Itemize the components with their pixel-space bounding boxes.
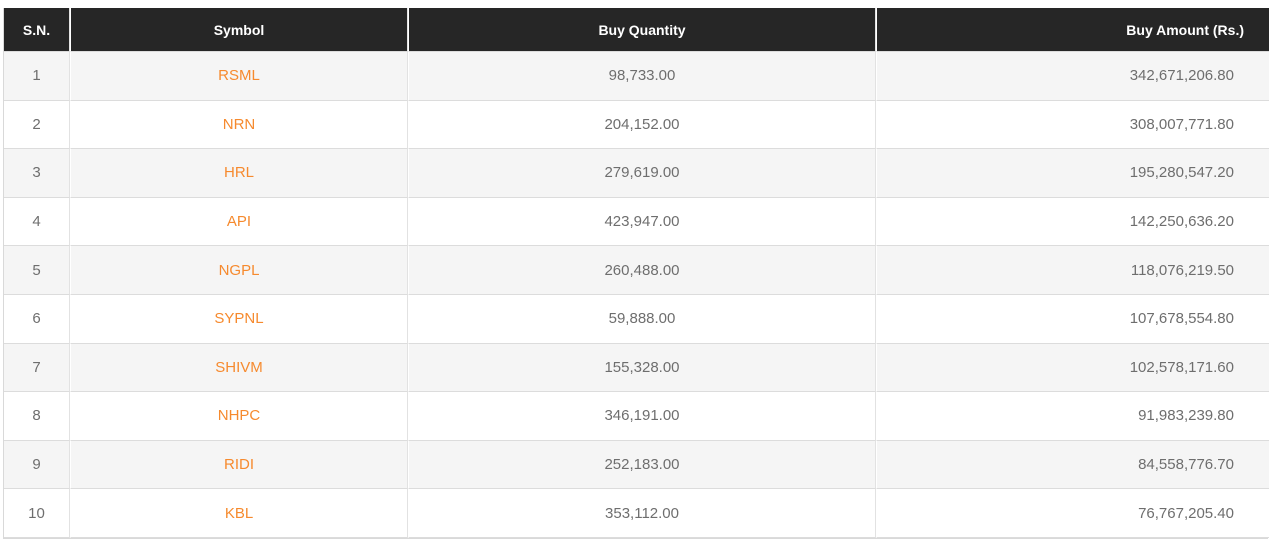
symbol-link[interactable]: NRN [222, 115, 256, 133]
table-row: 2 NRN 204,152.00 308,007,771.80 [4, 100, 1269, 150]
symbol-cell: RSML [70, 52, 408, 101]
sn-cell: 9 [4, 440, 70, 490]
symbol-cell: NGPL [70, 246, 408, 295]
symbol-link[interactable]: API [226, 213, 252, 231]
buy-quantity-cell: 155,328.00 [408, 343, 876, 393]
symbol-link[interactable]: KBL [224, 504, 254, 522]
table-row: 10 KBL 353,112.00 76,767,205.40 [4, 489, 1269, 538]
column-header-symbol: Symbol [70, 8, 408, 52]
symbol-cell: NRN [70, 100, 408, 150]
top-buy-table-container: S.N. Symbol Buy Quantity Buy Amount (Rs.… [3, 8, 1269, 539]
symbol-cell: RIDI [70, 440, 408, 490]
symbol-cell: API [70, 197, 408, 247]
buy-quantity-cell: 279,619.00 [408, 149, 876, 198]
buy-quantity-cell: 204,152.00 [408, 100, 876, 150]
table-header: S.N. Symbol Buy Quantity Buy Amount (Rs.… [4, 8, 1269, 52]
symbol-link[interactable]: RSML [218, 67, 260, 85]
column-header-sn: S.N. [4, 8, 70, 52]
buy-amount-cell: 342,671,206.80 [876, 52, 1269, 101]
buy-amount-cell: 142,250,636.20 [876, 197, 1269, 247]
sn-cell: 6 [4, 294, 70, 344]
symbol-link[interactable]: SHIVM [215, 358, 263, 376]
table-row: 7 SHIVM 155,328.00 102,578,171.60 [4, 343, 1269, 393]
buy-amount-cell: 308,007,771.80 [876, 100, 1269, 150]
buy-quantity-cell: 260,488.00 [408, 246, 876, 295]
table-row: 4 API 423,947.00 142,250,636.20 [4, 197, 1269, 247]
symbol-link[interactable]: SYPNL [214, 310, 264, 328]
column-header-buy-amount: Buy Amount (Rs.) [876, 8, 1269, 52]
symbol-cell: SHIVM [70, 343, 408, 393]
table-row: 8 NHPC 346,191.00 91,983,239.80 [4, 392, 1269, 441]
sn-cell: 8 [4, 392, 70, 441]
buy-quantity-cell: 346,191.00 [408, 392, 876, 441]
table-body: 1 RSML 98,733.00 342,671,206.80 2 NRN 204,152.… [4, 52, 1269, 538]
table-row: 1 RSML 98,733.00 342,671,206.80 [4, 52, 1269, 101]
symbol-link[interactable]: NHPC [217, 407, 261, 425]
sn-cell: 5 [4, 246, 70, 295]
symbol-cell: KBL [70, 489, 408, 538]
buy-amount-cell: 195,280,547.20 [876, 149, 1269, 198]
table-row: 6 SYPNL 59,888.00 107,678,554.80 [4, 294, 1269, 344]
sn-cell: 3 [4, 149, 70, 198]
buy-amount-cell: 84,558,776.70 [876, 440, 1269, 490]
table-row: 3 HRL 279,619.00 195,280,547.20 [4, 149, 1269, 198]
table-row: 9 RIDI 252,183.00 84,558,776.70 [4, 440, 1269, 490]
symbol-cell: HRL [70, 149, 408, 198]
symbol-link[interactable]: NGPL [218, 261, 260, 279]
buy-quantity-cell: 423,947.00 [408, 197, 876, 247]
buy-amount-cell: 102,578,171.60 [876, 343, 1269, 393]
table-row: 5 NGPL 260,488.00 118,076,219.50 [4, 246, 1269, 295]
buy-amount-cell: 118,076,219.50 [876, 246, 1269, 295]
sn-cell: 2 [4, 100, 70, 150]
top-buy-table: S.N. Symbol Buy Quantity Buy Amount (Rs.… [4, 8, 1269, 538]
buy-quantity-cell: 252,183.00 [408, 440, 876, 490]
symbol-cell: SYPNL [70, 294, 408, 344]
sn-cell: 4 [4, 197, 70, 247]
table-header-row: S.N. Symbol Buy Quantity Buy Amount (Rs.… [4, 8, 1269, 52]
buy-amount-cell: 107,678,554.80 [876, 294, 1269, 344]
buy-amount-cell: 91,983,239.80 [876, 392, 1269, 441]
sn-cell: 10 [4, 489, 70, 538]
sn-cell: 1 [4, 52, 70, 101]
buy-quantity-cell: 353,112.00 [408, 489, 876, 538]
symbol-link[interactable]: HRL [223, 164, 254, 182]
symbol-link[interactable]: RIDI [224, 456, 254, 474]
buy-quantity-cell: 59,888.00 [408, 294, 876, 344]
column-header-buy-quantity: Buy Quantity [408, 8, 876, 52]
buy-amount-cell: 76,767,205.40 [876, 489, 1269, 538]
symbol-cell: NHPC [70, 392, 408, 441]
sn-cell: 7 [4, 343, 70, 393]
buy-quantity-cell: 98,733.00 [408, 52, 876, 101]
